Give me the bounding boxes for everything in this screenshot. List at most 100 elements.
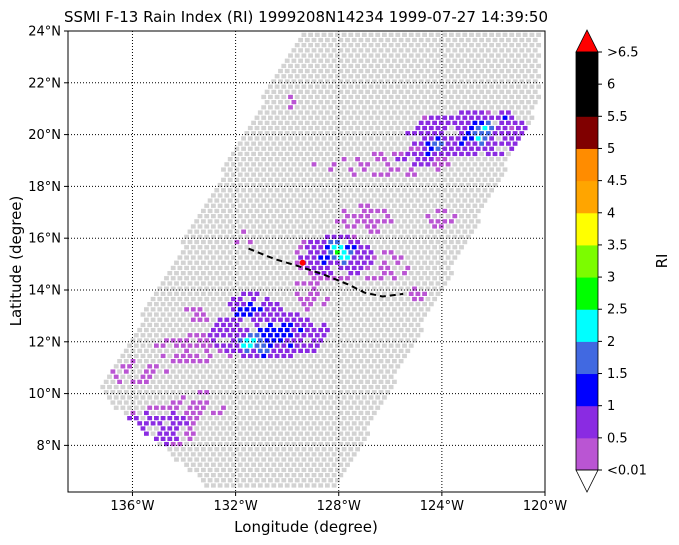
x-tick-label: 120°W xyxy=(523,499,567,514)
swath-pixel xyxy=(180,426,186,431)
swath-pixel xyxy=(415,188,421,193)
swath-pixel xyxy=(150,317,156,322)
swath-pixel xyxy=(241,271,246,276)
swath-pixel xyxy=(318,369,324,374)
swath-pixel xyxy=(274,395,280,400)
swath-pixel xyxy=(532,100,538,105)
swath-pixel xyxy=(244,276,250,281)
swath-pixel xyxy=(449,208,454,214)
swath-pixel xyxy=(288,374,293,379)
swath-pixel xyxy=(398,338,404,343)
swath-pixel xyxy=(385,379,391,384)
swath-pixel xyxy=(257,379,263,384)
swath-pixel xyxy=(335,105,340,110)
rain-pixel xyxy=(428,146,434,151)
swath-pixel xyxy=(271,410,277,416)
rain-pixel xyxy=(247,333,253,338)
swath-pixel xyxy=(184,255,189,260)
swath-pixel xyxy=(512,100,518,105)
swath-pixel xyxy=(278,410,283,416)
swath-pixel xyxy=(318,48,324,53)
swath-pixel xyxy=(325,68,330,74)
swath-pixel xyxy=(348,322,354,328)
swath-pixel xyxy=(395,219,401,224)
swath-pixel xyxy=(281,74,287,79)
swath-pixel xyxy=(301,353,307,359)
swath-pixel xyxy=(479,162,484,167)
swath-pixel xyxy=(304,452,310,457)
swath-pixel xyxy=(157,441,163,447)
swath-pixel xyxy=(284,379,290,384)
swath-pixel xyxy=(224,410,230,416)
swath-pixel xyxy=(358,100,364,105)
swath-pixel xyxy=(160,291,166,296)
swath-pixel xyxy=(442,271,448,276)
swath-pixel xyxy=(345,100,350,105)
swath-pixel xyxy=(442,74,448,79)
rain-pixel xyxy=(144,421,149,426)
swath-pixel xyxy=(298,131,303,136)
swath-pixel xyxy=(197,369,203,374)
swath-pixel xyxy=(227,281,233,286)
swath-pixel xyxy=(244,359,250,364)
swath-pixel xyxy=(107,374,112,379)
swath-pixel xyxy=(308,146,313,151)
rain-pixel xyxy=(358,255,364,260)
swath-pixel xyxy=(261,188,267,193)
swath-pixel xyxy=(314,364,320,369)
swath-pixel xyxy=(361,271,367,276)
rain-pixel xyxy=(244,338,250,343)
swath-pixel xyxy=(425,172,431,177)
rain-pixel xyxy=(351,265,357,271)
swath-pixel xyxy=(489,177,494,182)
rain-pixel xyxy=(412,172,417,177)
swath-pixel xyxy=(388,260,394,265)
swath-pixel xyxy=(217,265,223,271)
graticule xyxy=(68,31,545,492)
swath-pixel xyxy=(371,37,377,43)
swath-pixel xyxy=(281,167,287,172)
swath-pixel xyxy=(294,208,300,214)
swath-pixel xyxy=(311,89,317,94)
swath-pixel xyxy=(392,89,397,94)
swath-pixel xyxy=(301,177,307,182)
swath-pixel xyxy=(351,307,357,312)
swath-pixel xyxy=(311,307,317,312)
swath-pixel xyxy=(368,364,374,369)
swath-pixel xyxy=(325,452,330,457)
swath-pixel xyxy=(331,410,337,416)
swath-pixel xyxy=(288,302,293,307)
swath-pixel xyxy=(482,198,488,203)
swath-pixel xyxy=(388,115,394,120)
swath-pixel xyxy=(382,198,387,203)
x-tick-label: 128°W xyxy=(317,499,361,514)
rain-pixel xyxy=(177,421,183,426)
swath-pixel xyxy=(422,312,427,317)
swath-pixel xyxy=(382,136,387,141)
rain-pixel xyxy=(184,431,189,436)
swath-pixel xyxy=(180,302,186,307)
swath-pixel xyxy=(355,115,360,120)
swath-pixel xyxy=(355,333,360,338)
swath-pixel xyxy=(398,131,404,136)
rain-pixel xyxy=(459,141,464,146)
swath-pixel xyxy=(291,400,297,405)
swath-pixel xyxy=(194,395,200,400)
rain-pixel xyxy=(445,120,451,125)
rain-pixel xyxy=(418,162,424,167)
swath-pixel xyxy=(237,276,243,281)
swath-pixel xyxy=(264,255,270,260)
swath-pixel xyxy=(127,343,132,348)
swath-pixel xyxy=(368,395,374,400)
swath-pixel xyxy=(211,214,216,219)
swath-pixel xyxy=(489,157,494,162)
rain-pixel xyxy=(298,265,303,271)
swath-pixel xyxy=(227,229,233,234)
swath-pixel xyxy=(361,384,367,390)
rain-pixel xyxy=(304,245,310,250)
swath-pixel xyxy=(318,473,324,478)
swath-pixel xyxy=(271,131,277,136)
swath-pixel xyxy=(522,43,528,48)
rain-pixel xyxy=(234,322,240,328)
swath-pixel xyxy=(355,384,360,390)
